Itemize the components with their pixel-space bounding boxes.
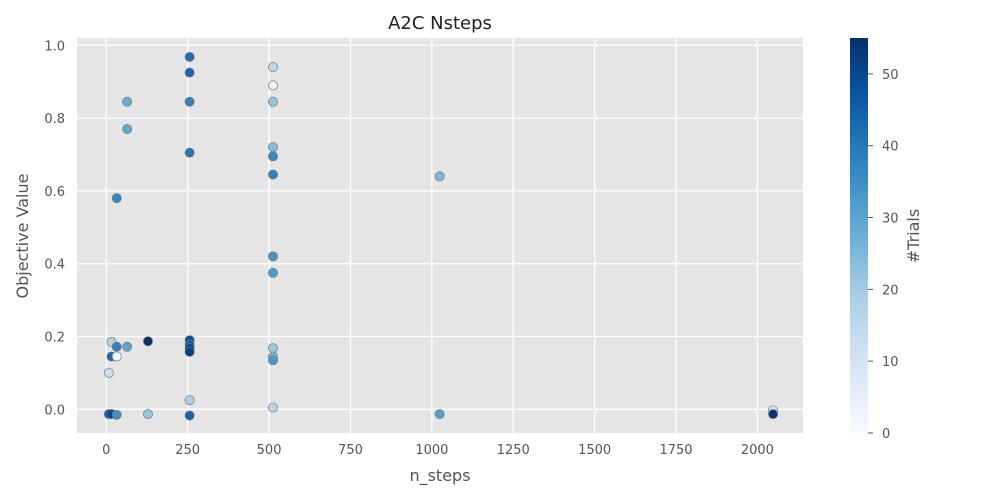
colorbar-tick-label: 30	[882, 212, 899, 227]
x-tick-label: 0	[102, 443, 110, 458]
chart-title: A2C Nsteps	[388, 13, 492, 34]
colorbar-tick-label: 50	[882, 68, 899, 83]
data-point	[103, 367, 114, 378]
data-point	[184, 395, 195, 406]
x-tick-label: 250	[175, 443, 200, 458]
y-tick-label: 0.6	[44, 185, 65, 200]
x-axis-ticks: 0 250 500 750 1000 1250 1500 1750 2000	[102, 443, 774, 458]
data-point	[143, 336, 153, 347]
x-tick-label: 1500	[578, 443, 611, 458]
x-axis-title: n_steps	[409, 466, 470, 486]
data-point	[268, 142, 278, 153]
data-point	[184, 410, 195, 421]
y-tick-label: 1.0	[44, 39, 65, 54]
data-point	[111, 193, 122, 204]
data-point	[268, 96, 278, 107]
data-point	[184, 346, 195, 357]
data-point	[268, 402, 278, 413]
data-point	[111, 351, 122, 362]
colorbar-ticks: 0 10 20 30 40 50	[868, 68, 899, 442]
y-tick-label: 0.0	[44, 403, 65, 418]
x-tick-label: 500	[257, 443, 282, 458]
grid	[77, 38, 803, 433]
y-tick-label: 0.2	[44, 331, 65, 346]
data-point	[122, 96, 133, 107]
data-point	[268, 355, 278, 366]
data-point	[111, 409, 122, 420]
x-tick-label: 2000	[741, 443, 774, 458]
data-point	[184, 147, 195, 158]
colorbar-tick-label: 10	[882, 355, 899, 370]
colorbar	[850, 38, 868, 433]
data-points	[103, 51, 778, 421]
data-point	[268, 251, 278, 262]
data-point	[434, 409, 445, 420]
x-tick-label: 1750	[659, 443, 692, 458]
colorbar-tick-label: 0	[882, 427, 890, 442]
y-axis-title: Objective Value	[13, 174, 32, 299]
data-point	[111, 341, 122, 352]
data-point	[184, 96, 195, 107]
data-point	[268, 80, 278, 91]
data-point	[768, 409, 778, 420]
x-tick-label: 750	[338, 443, 363, 458]
data-point	[268, 267, 278, 278]
y-tick-label: 0.8	[44, 112, 65, 127]
data-point	[143, 409, 153, 420]
data-point	[268, 169, 278, 180]
colorbar-title: #Trials	[904, 209, 923, 263]
data-point	[122, 124, 133, 134]
data-point	[434, 171, 445, 182]
plot-area-background	[77, 38, 803, 433]
y-axis-ticks: 0.0 0.2 0.4 0.6 0.8 1.0	[44, 39, 65, 418]
y-tick-label: 0.4	[44, 258, 65, 273]
data-point	[268, 151, 278, 162]
data-point	[268, 343, 278, 354]
colorbar-tick-label: 40	[882, 140, 899, 155]
data-point	[184, 67, 195, 78]
colorbar-tick-label: 20	[882, 283, 899, 298]
x-tick-label: 1250	[497, 443, 530, 458]
data-point	[122, 341, 133, 352]
data-point	[184, 51, 195, 62]
data-point	[268, 62, 278, 73]
x-tick-label: 1000	[415, 443, 448, 458]
